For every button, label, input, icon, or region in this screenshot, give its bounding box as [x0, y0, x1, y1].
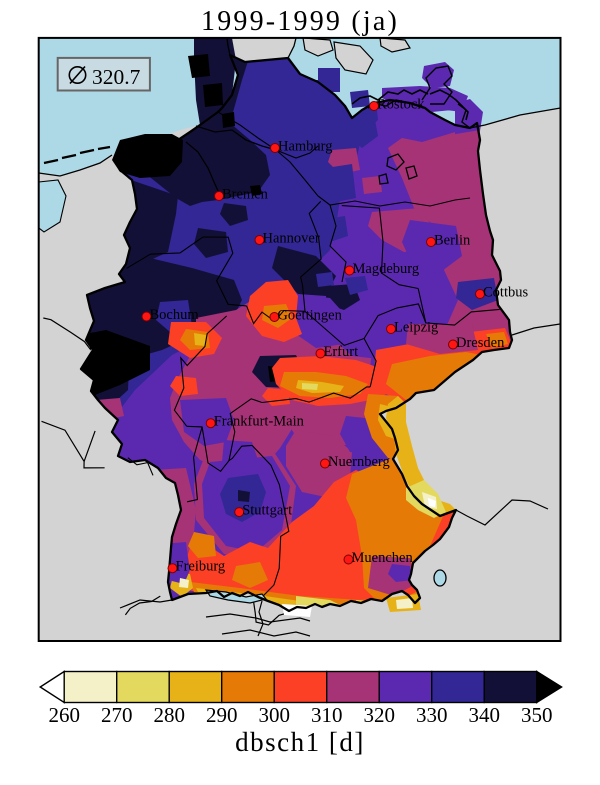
svg-text:340: 340	[468, 703, 500, 727]
svg-text:270: 270	[101, 703, 133, 727]
svg-text:Dresden: Dresden	[456, 335, 505, 351]
svg-text:320.7: 320.7	[92, 65, 141, 89]
svg-text:Freiburg: Freiburg	[176, 559, 226, 575]
svg-text:Muenchen: Muenchen	[352, 550, 414, 566]
svg-text:Magdeburg: Magdeburg	[353, 261, 420, 277]
svg-text:Bochum: Bochum	[150, 307, 200, 323]
svg-text:Erfurt: Erfurt	[324, 344, 359, 360]
svg-text:330: 330	[416, 703, 448, 727]
svg-text:300: 300	[258, 703, 290, 727]
svg-text:Nuernberg: Nuernberg	[328, 454, 390, 470]
svg-text:350: 350	[521, 703, 553, 727]
svg-text:290: 290	[206, 703, 238, 727]
svg-text:Bremen: Bremen	[222, 187, 269, 203]
svg-text:Rostock: Rostock	[377, 97, 425, 113]
svg-text:Hamburg: Hamburg	[278, 139, 333, 155]
svg-text:Frankfurt-Main: Frankfurt-Main	[214, 414, 305, 430]
svg-text:dbsch1 [d]: dbsch1 [d]	[235, 727, 365, 757]
svg-text:Goettingen: Goettingen	[277, 308, 342, 324]
svg-text:Cottbus: Cottbus	[483, 285, 528, 301]
svg-text:260: 260	[48, 703, 80, 727]
svg-text:310: 310	[311, 703, 343, 727]
svg-text:Stuttgart: Stuttgart	[242, 503, 292, 519]
svg-text:280: 280	[153, 703, 185, 727]
svg-text:320: 320	[363, 703, 395, 727]
svg-text:Hannover: Hannover	[263, 231, 320, 247]
svg-text:1999-1999 (ja): 1999-1999 (ja)	[201, 6, 399, 37]
svg-text:Berlin: Berlin	[434, 233, 471, 249]
svg-text:Leipzig: Leipzig	[394, 320, 438, 336]
